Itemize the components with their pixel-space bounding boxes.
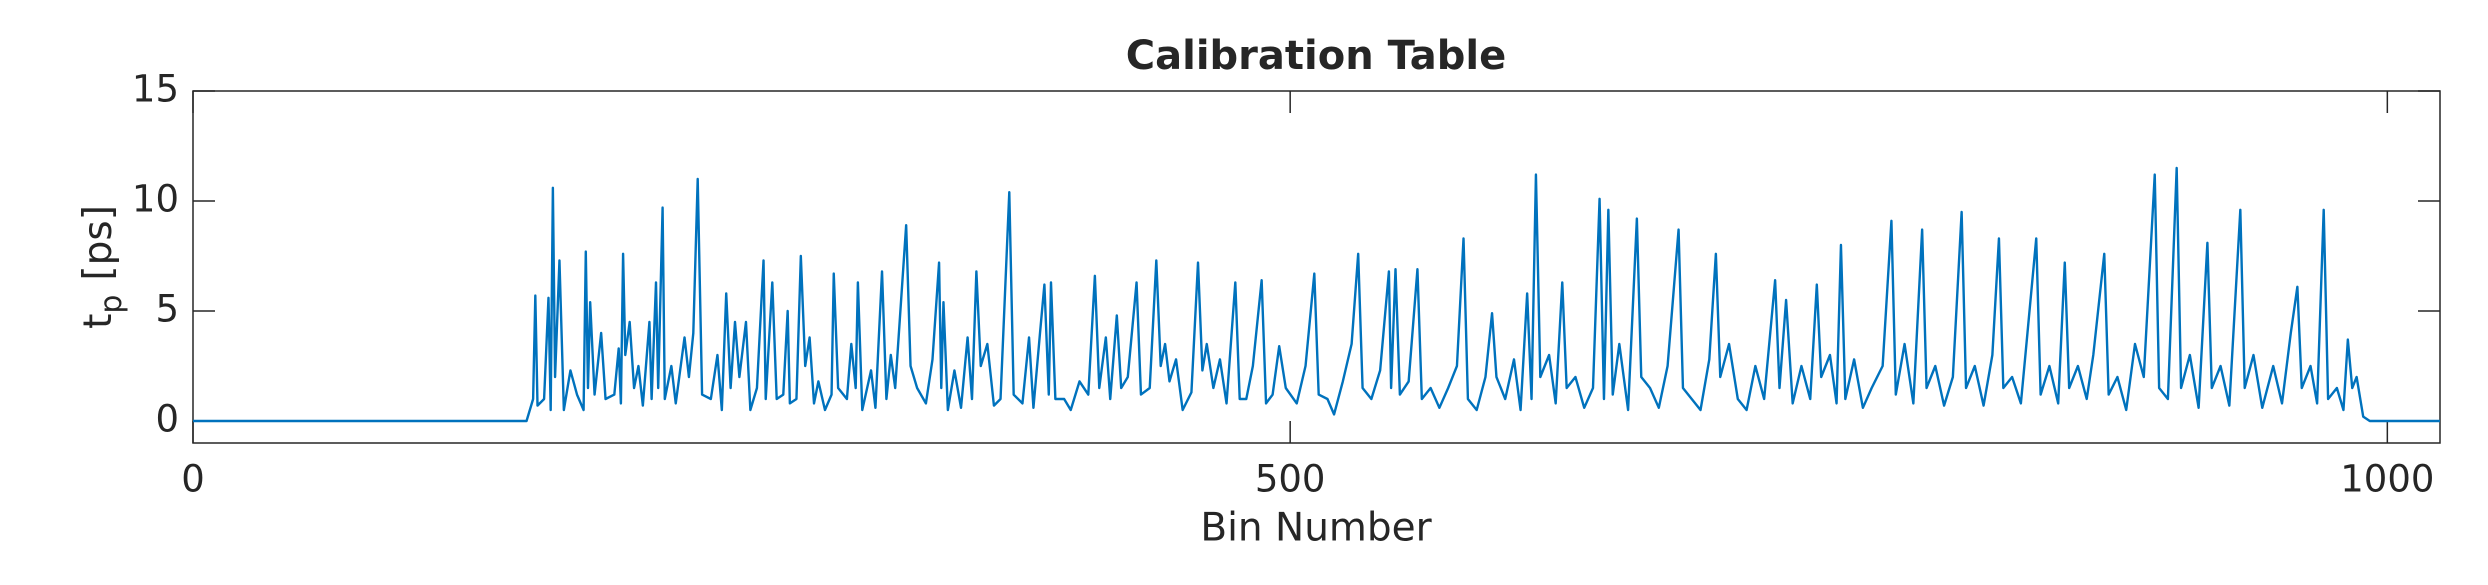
y-tick-label: 5 [155,288,179,331]
x-axis-label: Bin Number [1200,506,1432,551]
y-tick-label: 0 [155,398,179,441]
y-label-main: t [76,314,121,329]
y-label-sub: p [94,295,129,314]
x-tick-label: 1000 [2340,458,2434,501]
chart-title: Calibration Table [1126,33,1506,79]
y-tick-label: 10 [132,178,179,221]
y-tick-label: 15 [132,68,179,111]
x-tick-label: 0 [181,458,205,501]
y-axis-label: tp [ps] [76,205,129,329]
x-tick-label: 500 [1255,458,1326,501]
data-line [193,166,2440,423]
y-label-rest: [ps] [76,205,121,281]
